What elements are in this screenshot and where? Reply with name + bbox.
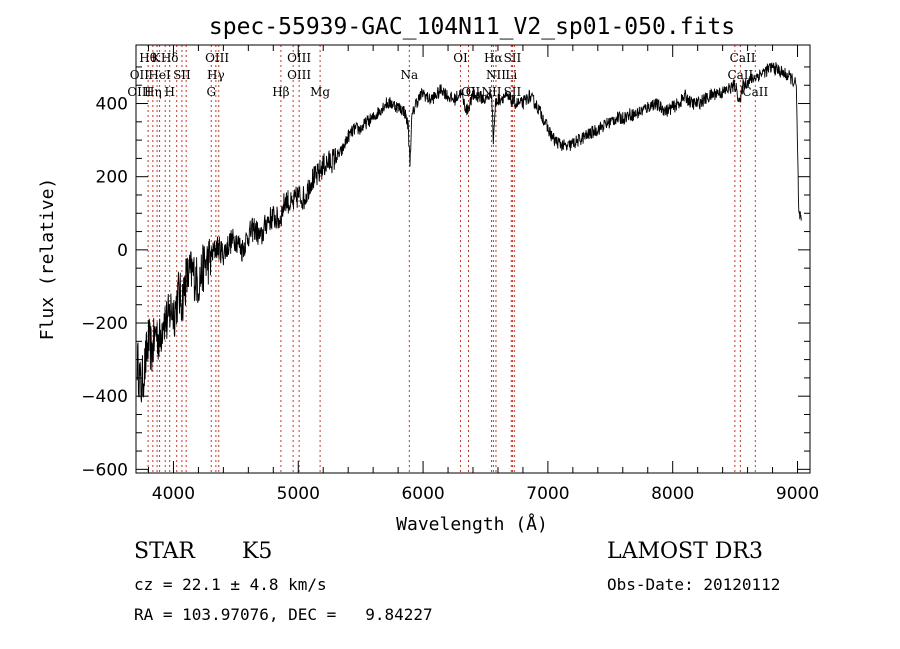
chart-title: spec-55939-GAC_104N11_V2_sp01-050.fits — [209, 14, 735, 40]
spectrum-line — [136, 62, 802, 403]
x-tick-label: 5000 — [277, 484, 320, 504]
redshift-cz: cz = 22.1 ± 4.8 km/s — [134, 575, 327, 594]
line-label: Hγ — [207, 68, 225, 82]
plot-frame — [135, 44, 811, 474]
survey-name: LAMOST DR3 — [607, 539, 763, 564]
line-label: Hδ — [161, 51, 179, 65]
subclass: K5 — [242, 539, 273, 564]
line-label: Hθ — [139, 51, 157, 65]
line-label: OIII — [287, 68, 311, 82]
line-label: SII — [504, 51, 522, 65]
line-label: NII — [481, 85, 501, 99]
y-tick-label: −200 — [81, 314, 128, 334]
data-layer — [136, 62, 802, 403]
line-label: OI — [453, 51, 468, 65]
line-label: Li — [505, 68, 517, 82]
line-label: G — [206, 85, 216, 99]
line-label: H — [164, 85, 174, 99]
line-label: Hα — [484, 51, 503, 65]
x-tick-label: 9000 — [776, 484, 819, 504]
line-label: OIII — [127, 85, 151, 99]
line-label: Hη — [144, 85, 162, 99]
x-axis-label: Wavelength (Å) — [396, 513, 548, 535]
line-label: OIII — [205, 51, 229, 65]
x-tick-label: 7000 — [526, 484, 569, 504]
line-label: CaII — [730, 51, 756, 65]
line-label: HeI — [148, 68, 171, 82]
ra-dec: RA = 103.97076, DEC = 9.84227 — [134, 605, 433, 624]
line-label: OIII — [287, 51, 311, 65]
x-tick-label: 4000 — [152, 484, 195, 504]
x-tick-label: 8000 — [651, 484, 694, 504]
y-tick-label: −600 — [81, 460, 128, 480]
obs-date: Obs-Date: 20120112 — [607, 575, 781, 594]
y-tick-label: −400 — [81, 387, 128, 407]
y-tick-label: 0 — [117, 241, 128, 261]
line-markers — [147, 45, 756, 473]
x-tick-label: 6000 — [401, 484, 444, 504]
y-axis-label: Flux (relative) — [37, 178, 58, 341]
line-label: Na — [401, 68, 419, 82]
object-class: STAR — [134, 539, 195, 564]
line-label: K — [151, 51, 161, 65]
line-label: NII — [486, 68, 506, 82]
line-label: CaII — [727, 68, 753, 82]
line-label: Hβ — [272, 85, 289, 99]
y-tick-label: 200 — [96, 168, 128, 188]
y-tick-label: 400 — [96, 95, 128, 115]
line-label: CaII — [742, 85, 768, 99]
axis-ticks: 4000 5000 6000 7000 8000 9000 −600 −400 −200 0 200… — [81, 45, 819, 504]
line-label: Mg — [310, 85, 330, 99]
line-label: SII — [173, 68, 191, 82]
line-label: OII — [130, 68, 150, 82]
